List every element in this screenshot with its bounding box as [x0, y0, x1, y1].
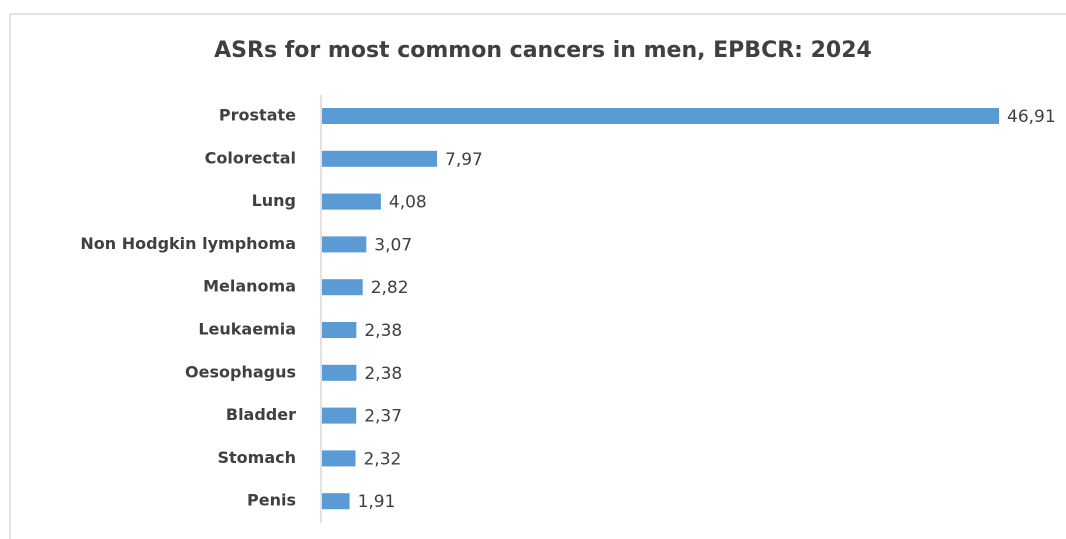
bar — [322, 236, 367, 253]
value-label: 4,08 — [389, 193, 427, 213]
bar — [322, 364, 357, 381]
bar — [322, 279, 363, 296]
value-label: 1,91 — [358, 492, 396, 512]
bar — [322, 407, 357, 424]
chart-title: ASRs for most common cancers in men, EPB… — [214, 38, 872, 63]
category-label: Prostate — [219, 106, 296, 125]
category-label: Lung — [252, 191, 296, 210]
bar — [322, 322, 357, 338]
bar — [322, 108, 999, 124]
value-label: 46,91 — [1007, 107, 1056, 127]
category-label: Stomach — [217, 448, 296, 467]
value-label: 2,32 — [363, 449, 401, 469]
value-label: 3,07 — [374, 235, 412, 255]
category-label: Bladder — [226, 405, 296, 424]
value-label: 2,37 — [364, 407, 402, 427]
category-label: Colorectal — [205, 148, 296, 167]
category-label: Melanoma — [203, 277, 296, 296]
category-label: Non Hodgkin lymphoma — [80, 234, 296, 253]
value-label: 2,82 — [371, 278, 409, 298]
bar — [322, 450, 356, 467]
category-label: Oesophagus — [185, 362, 296, 381]
value-label: 2,38 — [364, 321, 402, 341]
value-label: 2,38 — [364, 364, 402, 384]
category-label: Penis — [247, 491, 296, 510]
value-label: 7,97 — [445, 150, 483, 170]
category-label: Leukaemia — [198, 320, 296, 339]
bar — [322, 193, 381, 210]
bar — [322, 150, 438, 167]
bar — [322, 493, 350, 510]
